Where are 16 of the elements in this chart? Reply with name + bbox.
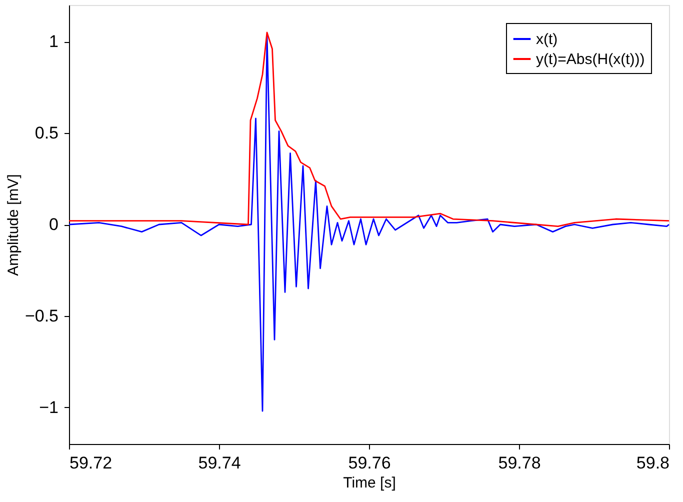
y-tick-label: 1 xyxy=(49,32,58,52)
y-axis-title: Amplitude [mV] xyxy=(4,174,22,276)
y-tick-label: −1 xyxy=(39,398,58,417)
x-tick-label: 59.8 xyxy=(636,454,670,472)
x-tick-label: 59.76 xyxy=(348,454,391,472)
y-tick-label: 0 xyxy=(49,215,58,234)
x-tick-label: 59.74 xyxy=(198,454,241,472)
y-tick-label: 0.5 xyxy=(34,124,58,143)
x-axis-title: Time [s] xyxy=(343,474,396,492)
legend-label: y(t)=Abs(H(x(t))) xyxy=(536,51,645,68)
x-tick-label: 59.78 xyxy=(498,454,541,472)
line-series xyxy=(68,32,670,228)
x-tick-label: 59.72 xyxy=(70,454,112,472)
line-series xyxy=(68,35,670,412)
y-tick-label: −0.5 xyxy=(24,306,58,326)
legend-label: x(t) xyxy=(536,31,558,48)
